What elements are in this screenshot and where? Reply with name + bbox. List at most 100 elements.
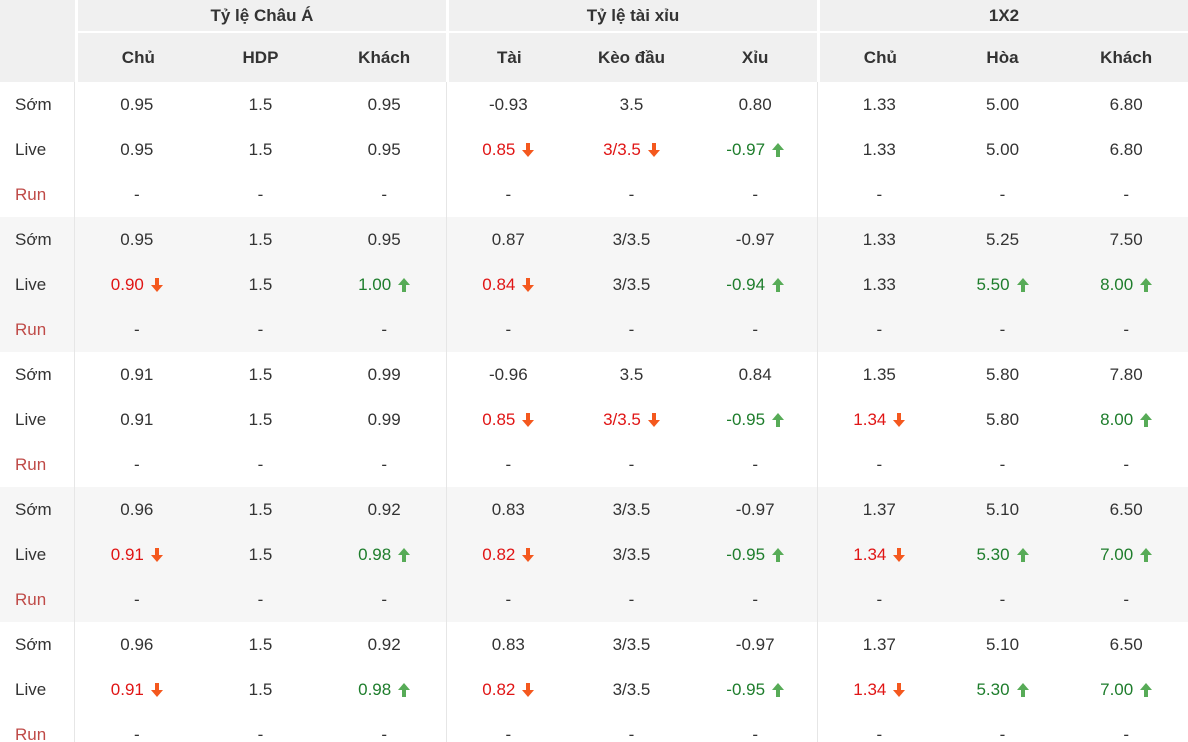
odds-cell: - bbox=[322, 307, 446, 352]
odds-value: 1.37 bbox=[862, 499, 896, 519]
odds-value: - bbox=[876, 319, 883, 339]
row-label-som: Sớm bbox=[0, 352, 75, 397]
odds-row-live: Live 0.90 1.5 1.00 0.84 3/3.5 -0.94 1.33 5.50 8.0… bbox=[0, 262, 1188, 307]
odds-cell: 3.5 bbox=[570, 352, 694, 397]
odds-value: 8.00 bbox=[1100, 409, 1134, 429]
row-label-live: Live bbox=[0, 667, 75, 712]
odds-value: 1.5 bbox=[248, 634, 273, 654]
odds-value: - bbox=[752, 454, 758, 474]
down-arrow-icon bbox=[522, 142, 535, 157]
odds-value: 7.00 bbox=[1100, 544, 1134, 564]
odds-value: -0.97 bbox=[726, 139, 766, 159]
odds-cell: 1.5 bbox=[199, 352, 323, 397]
odds-cell: 1.33 bbox=[816, 127, 941, 172]
odds-group: Sớm 0.96 1.5 0.92 0.83 3/3.5 -0.97 1.37 5.10 6.50… bbox=[0, 622, 1188, 742]
odds-value: - bbox=[752, 724, 758, 742]
odds-cell: 0.91 bbox=[75, 532, 199, 577]
odds-value: - bbox=[505, 724, 512, 742]
odds-cell: 0.87 bbox=[445, 217, 570, 262]
odds-cell: 0.84 bbox=[693, 352, 817, 397]
odds-value: 0.85 bbox=[482, 409, 516, 429]
odds-value: 0.98 bbox=[358, 679, 392, 699]
odds-cell: 7.80 bbox=[1064, 352, 1188, 397]
odds-value: - bbox=[505, 454, 512, 474]
odds-cell: -0.95 bbox=[693, 667, 817, 712]
odds-value: - bbox=[999, 724, 1006, 742]
odds-value: - bbox=[257, 184, 264, 204]
odds-value: 0.91 bbox=[110, 679, 144, 699]
odds-value: - bbox=[876, 184, 883, 204]
odds-value: 0.80 bbox=[738, 94, 772, 114]
row-label-run: Run bbox=[0, 712, 75, 742]
odds-cell: -0.97 bbox=[693, 217, 817, 262]
row-label-run: Run bbox=[0, 172, 75, 217]
odds-value: - bbox=[381, 454, 387, 474]
odds-cell: 0.95 bbox=[322, 217, 446, 262]
odds-cell: 0.95 bbox=[75, 82, 199, 127]
odds-value: - bbox=[752, 184, 758, 204]
odds-value: - bbox=[628, 319, 635, 339]
odds-value: 3/3.5 bbox=[612, 499, 651, 519]
odds-row-som: Sớm 0.95 1.5 0.95 -0.93 3.5 0.80 1.33 5.00 6.80 bbox=[0, 82, 1188, 127]
odds-value: - bbox=[381, 724, 387, 742]
column-header-away: Khách bbox=[322, 33, 446, 82]
odds-cell: 1.00 bbox=[322, 262, 446, 307]
odds-cell: 0.95 bbox=[75, 217, 199, 262]
odds-value: 3/3.5 bbox=[612, 634, 651, 654]
odds-cell: - bbox=[693, 712, 817, 742]
odds-value: 5.30 bbox=[976, 679, 1010, 699]
odds-value: - bbox=[133, 724, 140, 742]
odds-cell: 5.80 bbox=[941, 352, 1065, 397]
odds-cell: 7.50 bbox=[1064, 217, 1188, 262]
odds-value: - bbox=[628, 724, 635, 742]
odds-cell: 0.80 bbox=[693, 82, 817, 127]
up-arrow-icon bbox=[772, 547, 785, 562]
row-label-live: Live bbox=[0, 262, 75, 307]
odds-value: - bbox=[628, 589, 635, 609]
odds-cell: 7.00 bbox=[1064, 532, 1188, 577]
odds-value: 1.35 bbox=[862, 364, 896, 384]
down-arrow-icon bbox=[893, 547, 906, 562]
odds-row-run: Run - - - - - - - - - bbox=[0, 172, 1188, 217]
odds-cell: -0.96 bbox=[445, 352, 570, 397]
odds-cell: 1.33 bbox=[816, 82, 941, 127]
odds-value: 5.00 bbox=[985, 94, 1020, 114]
column-header-under: Xỉu bbox=[693, 33, 817, 82]
odds-value: - bbox=[257, 724, 264, 742]
odds-cell: -0.97 bbox=[693, 622, 817, 667]
up-arrow-icon bbox=[772, 412, 785, 427]
odds-value: 0.82 bbox=[482, 679, 516, 699]
odds-cell: 1.5 bbox=[199, 622, 323, 667]
odds-cell: - bbox=[941, 172, 1065, 217]
odds-row-run: Run - - - - - - - - - bbox=[0, 442, 1188, 487]
odds-cell: 1.5 bbox=[199, 397, 323, 442]
column-header-draw: Hòa bbox=[940, 33, 1065, 82]
odds-value: 3/3.5 bbox=[612, 679, 651, 699]
odds-value: 1.5 bbox=[248, 409, 273, 429]
odds-value: - bbox=[876, 724, 883, 742]
odds-value: - bbox=[505, 184, 512, 204]
odds-cell: 0.99 bbox=[322, 352, 446, 397]
odds-value: 1.00 bbox=[358, 274, 392, 294]
odds-row-live: Live 0.91 1.5 0.99 0.85 3/3.5 -0.95 1.34 5.80 8.0… bbox=[0, 397, 1188, 442]
odds-cell: 8.00 bbox=[1064, 397, 1188, 442]
odds-cell: 1.34 bbox=[816, 397, 941, 442]
odds-cell: 0.95 bbox=[75, 127, 199, 172]
odds-value: - bbox=[381, 184, 387, 204]
odds-value: 0.91 bbox=[120, 364, 154, 384]
odds-value: 3/3.5 bbox=[612, 544, 651, 564]
odds-cell: - bbox=[445, 307, 570, 352]
odds-cell: 0.98 bbox=[322, 532, 446, 577]
odds-group: Sớm 0.91 1.5 0.99 -0.96 3.5 0.84 1.35 5.80 7.80 Li… bbox=[0, 352, 1188, 487]
row-label-live: Live bbox=[0, 532, 75, 577]
odds-cell: - bbox=[941, 442, 1065, 487]
odds-cell: - bbox=[445, 712, 570, 742]
odds-value: 5.30 bbox=[976, 544, 1010, 564]
odds-value: - bbox=[1123, 724, 1129, 742]
row-label-som: Sớm bbox=[0, 622, 75, 667]
down-arrow-icon bbox=[522, 682, 535, 697]
odds-value: 6.80 bbox=[1109, 94, 1143, 114]
odds-cell: 3/3.5 bbox=[570, 217, 694, 262]
odds-value: 0.87 bbox=[491, 229, 525, 249]
odds-value: 1.33 bbox=[862, 94, 896, 114]
